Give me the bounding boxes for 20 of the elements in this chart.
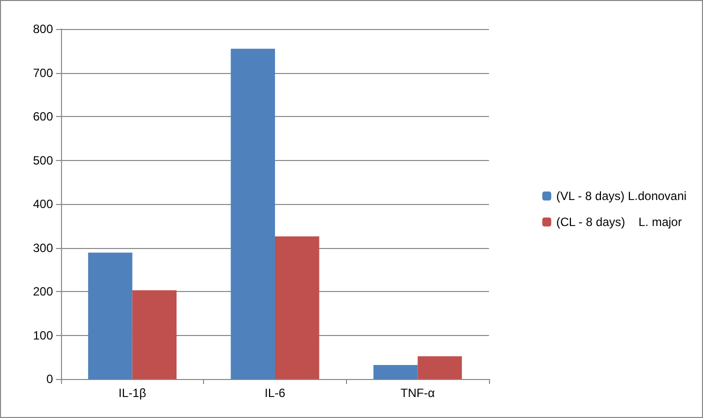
bar: [230, 48, 275, 379]
y-tick-label: 500: [32, 153, 54, 168]
y-tick-label: 200: [32, 284, 54, 298]
x-tick-label: IL-6: [264, 386, 286, 400]
bar: [132, 290, 177, 379]
y-tick-label: 700: [32, 66, 54, 80]
x-tick-label: IL-1β: [118, 386, 146, 400]
bar: [88, 252, 132, 379]
y-tick-label: 600: [32, 110, 54, 124]
bar: [275, 236, 320, 379]
legend-label: (VL - 8 days) L.donovani: [556, 189, 687, 203]
y-tick-label: 800: [32, 22, 54, 36]
bar: [418, 356, 462, 379]
bar: [373, 365, 418, 379]
legend-label: (CL - 8 days) L. major: [556, 215, 682, 229]
y-tick-label: 100: [32, 328, 54, 342]
y-tick-label: 300: [32, 240, 54, 255]
x-tick-label: TNF-α: [400, 386, 435, 400]
y-tick-label: 0: [46, 372, 54, 386]
y-tick-label: 400: [32, 197, 54, 211]
